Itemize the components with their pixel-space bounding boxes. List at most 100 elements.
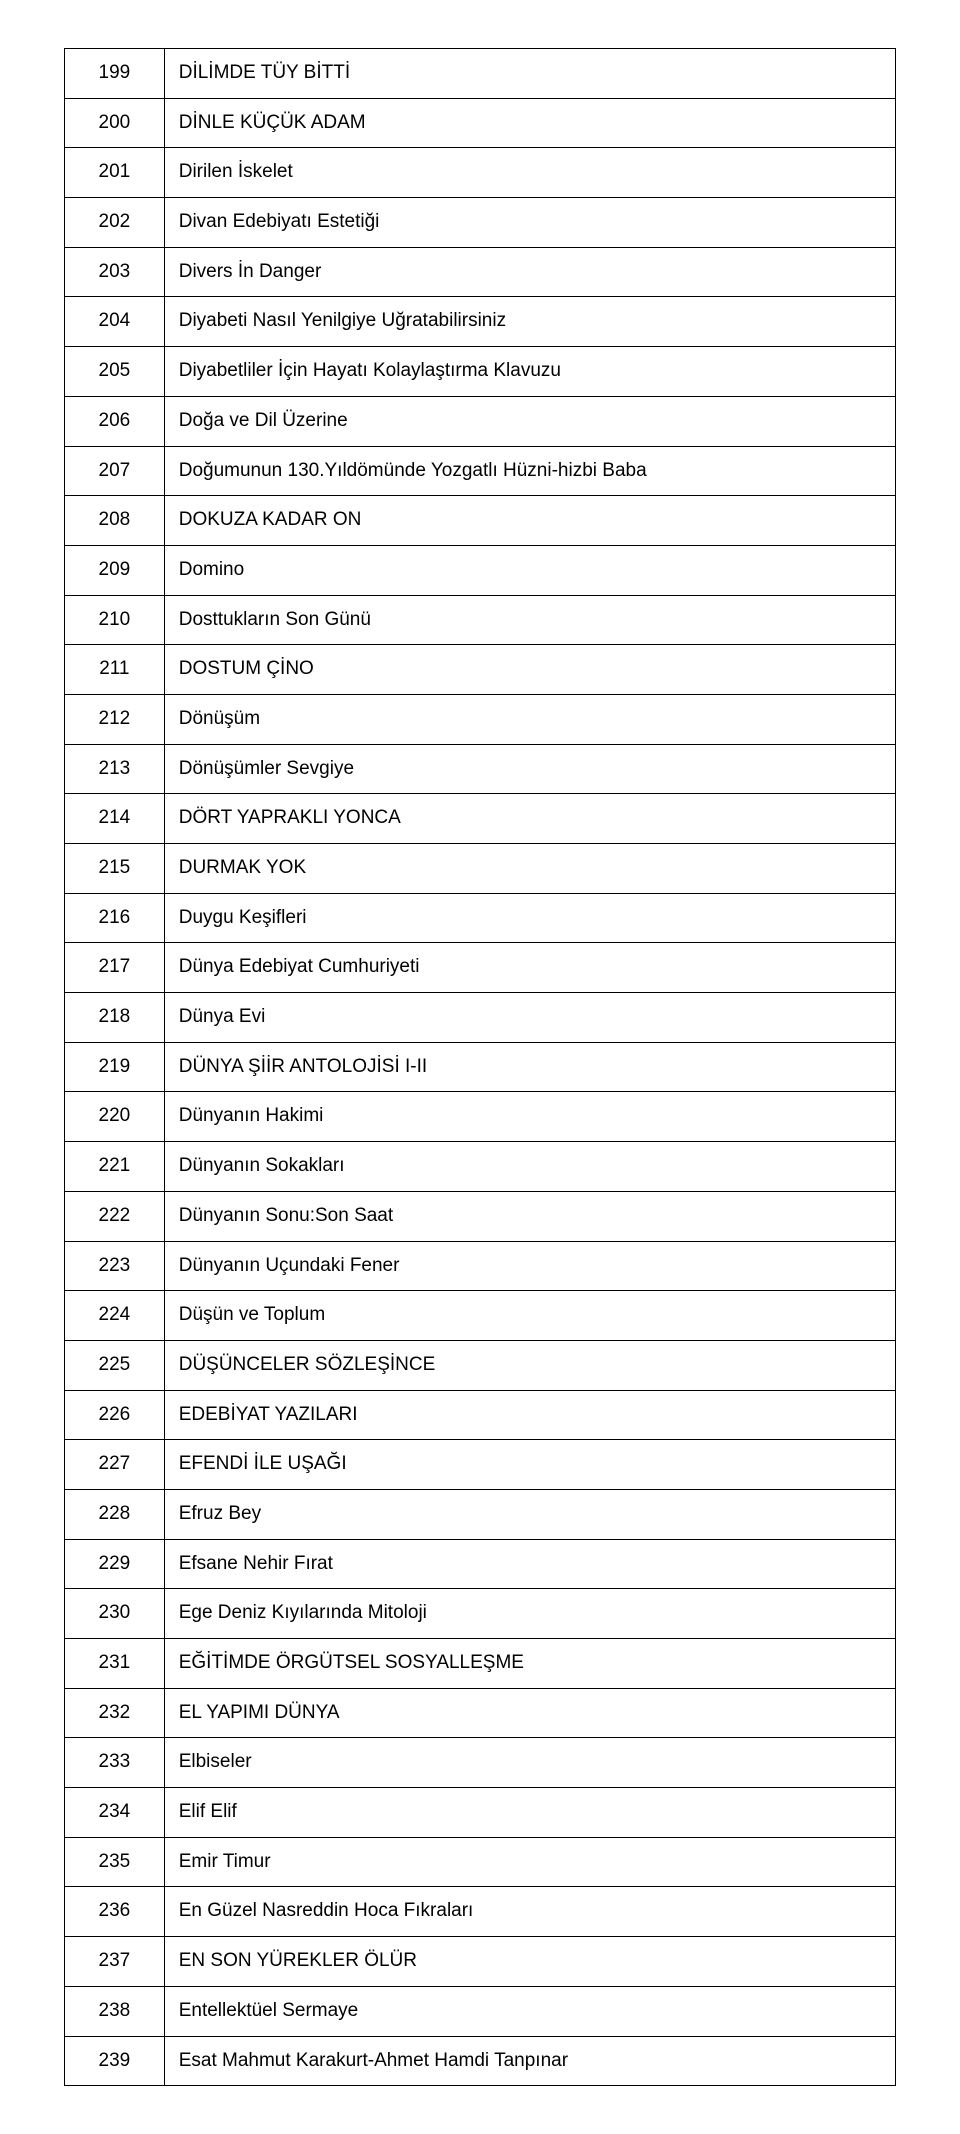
row-text: Dünyanın Sonu:Son Saat — [164, 1191, 895, 1241]
row-text: Dönüşüm — [164, 694, 895, 744]
row-number: 228 — [65, 1489, 165, 1539]
table-row: 207Doğumunun 130.Yıldömünde Yozgatlı Hüz… — [65, 446, 896, 496]
row-number: 238 — [65, 1986, 165, 2036]
row-number: 220 — [65, 1092, 165, 1142]
row-text: Elif Elif — [164, 1788, 895, 1838]
row-number: 229 — [65, 1539, 165, 1589]
table-row: 223Dünyanın Uçundaki Fener — [65, 1241, 896, 1291]
row-text: Divan Edebiyatı Estetiği — [164, 198, 895, 248]
row-text: EĞİTİMDE ÖRGÜTSEL SOSYALLEŞME — [164, 1639, 895, 1689]
row-text: Domino — [164, 545, 895, 595]
row-text: DÖRT YAPRAKLI YONCA — [164, 794, 895, 844]
table-row: 220Dünyanın Hakimi — [65, 1092, 896, 1142]
row-text: DÜŞÜNCELER SÖZLEŞİNCE — [164, 1340, 895, 1390]
table-row: 239Esat Mahmut Karakurt-Ahmet Hamdi Tanp… — [65, 2036, 896, 2086]
table-row: 222Dünyanın Sonu:Son Saat — [65, 1191, 896, 1241]
row-text: Efsane Nehir Fırat — [164, 1539, 895, 1589]
table-row: 201Dirilen İskelet — [65, 148, 896, 198]
row-number: 234 — [65, 1788, 165, 1838]
row-text: Emir Timur — [164, 1837, 895, 1887]
row-text: DÜNYA ŞİİR ANTOLOJİSİ I-II — [164, 1042, 895, 1092]
row-number: 201 — [65, 148, 165, 198]
row-number: 203 — [65, 247, 165, 297]
row-number: 208 — [65, 496, 165, 546]
table-row: 216Duygu Keşifleri — [65, 893, 896, 943]
table-row: 219DÜNYA ŞİİR ANTOLOJİSİ I-II — [65, 1042, 896, 1092]
row-text: DOSTUM ÇİNO — [164, 645, 895, 695]
row-number: 212 — [65, 694, 165, 744]
row-text: DURMAK YOK — [164, 844, 895, 894]
row-text: EFENDİ İLE UŞAĞI — [164, 1440, 895, 1490]
row-number: 230 — [65, 1589, 165, 1639]
table-row: 218Dünya Evi — [65, 993, 896, 1043]
row-number: 200 — [65, 98, 165, 148]
row-text: Diyabetliler İçin Hayatı Kolaylaştırma K… — [164, 347, 895, 397]
row-text: Divers İn Danger — [164, 247, 895, 297]
row-number: 204 — [65, 297, 165, 347]
table-row: 199DİLİMDE TÜY BİTTİ — [65, 49, 896, 99]
table-row: 214DÖRT YAPRAKLI YONCA — [65, 794, 896, 844]
table-row: 230Ege Deniz Kıyılarında Mitoloji — [65, 1589, 896, 1639]
table-row: 228Efruz Bey — [65, 1489, 896, 1539]
row-number: 235 — [65, 1837, 165, 1887]
table-row: 224Düşün ve Toplum — [65, 1291, 896, 1341]
table-row: 238Entellektüel Sermaye — [65, 1986, 896, 2036]
row-text: DİNLE KÜÇÜK ADAM — [164, 98, 895, 148]
row-number: 217 — [65, 943, 165, 993]
table-row: 237EN SON YÜREKLER ÖLÜR — [65, 1937, 896, 1987]
row-number: 232 — [65, 1688, 165, 1738]
row-number: 226 — [65, 1390, 165, 1440]
table-row: 234Elif Elif — [65, 1788, 896, 1838]
row-text: Duygu Keşifleri — [164, 893, 895, 943]
row-number: 223 — [65, 1241, 165, 1291]
row-number: 215 — [65, 844, 165, 894]
table-row: 232EL YAPIMI DÜNYA — [65, 1688, 896, 1738]
row-number: 210 — [65, 595, 165, 645]
row-text: Dünyanın Hakimi — [164, 1092, 895, 1142]
row-number: 207 — [65, 446, 165, 496]
row-text: Dosttukların Son Günü — [164, 595, 895, 645]
row-text: Doğa ve Dil Üzerine — [164, 396, 895, 446]
row-text: Doğumunun 130.Yıldömünde Yozgatlı Hüzni-… — [164, 446, 895, 496]
row-text: EN SON YÜREKLER ÖLÜR — [164, 1937, 895, 1987]
row-text: Düşün ve Toplum — [164, 1291, 895, 1341]
table-row: 205Diyabetliler İçin Hayatı Kolaylaştırm… — [65, 347, 896, 397]
row-number: 225 — [65, 1340, 165, 1390]
row-number: 205 — [65, 347, 165, 397]
row-number: 219 — [65, 1042, 165, 1092]
row-number: 239 — [65, 2036, 165, 2086]
table-row: 217Dünya Edebiyat Cumhuriyeti — [65, 943, 896, 993]
row-text: DOKUZA KADAR ON — [164, 496, 895, 546]
table-row: 209Domino — [65, 545, 896, 595]
row-number: 218 — [65, 993, 165, 1043]
row-text: Dünya Edebiyat Cumhuriyeti — [164, 943, 895, 993]
row-text: EL YAPIMI DÜNYA — [164, 1688, 895, 1738]
table-row: 233Elbiseler — [65, 1738, 896, 1788]
row-number: 202 — [65, 198, 165, 248]
table-row: 231EĞİTİMDE ÖRGÜTSEL SOSYALLEŞME — [65, 1639, 896, 1689]
table-row: 211DOSTUM ÇİNO — [65, 645, 896, 695]
table-row: 202Divan Edebiyatı Estetiği — [65, 198, 896, 248]
row-text: Dünyanın Sokakları — [164, 1142, 895, 1192]
row-text: Efruz Bey — [164, 1489, 895, 1539]
row-number: 211 — [65, 645, 165, 695]
row-number: 236 — [65, 1887, 165, 1937]
row-number: 222 — [65, 1191, 165, 1241]
row-text: Dönüşümler Sevgiye — [164, 744, 895, 794]
table-body: 199DİLİMDE TÜY BİTTİ 200DİNLE KÜÇÜK ADAM… — [65, 49, 896, 2086]
table-row: 212Dönüşüm — [65, 694, 896, 744]
table-row: 208DOKUZA KADAR ON — [65, 496, 896, 546]
row-text: Diyabeti Nasıl Yenilgiye Uğratabilirsini… — [164, 297, 895, 347]
table-row: 226EDEBİYAT YAZILARI — [65, 1390, 896, 1440]
table-row: 204Diyabeti Nasıl Yenilgiye Uğratabilirs… — [65, 297, 896, 347]
row-number: 237 — [65, 1937, 165, 1987]
row-number: 216 — [65, 893, 165, 943]
table-row: 203Divers İn Danger — [65, 247, 896, 297]
row-text: Dirilen İskelet — [164, 148, 895, 198]
row-text: Entellektüel Sermaye — [164, 1986, 895, 2036]
data-table: 199DİLİMDE TÜY BİTTİ 200DİNLE KÜÇÜK ADAM… — [64, 48, 896, 2086]
row-number: 224 — [65, 1291, 165, 1341]
row-text: Esat Mahmut Karakurt-Ahmet Hamdi Tanpına… — [164, 2036, 895, 2086]
row-text: En Güzel Nasreddin Hoca Fıkraları — [164, 1887, 895, 1937]
row-number: 221 — [65, 1142, 165, 1192]
